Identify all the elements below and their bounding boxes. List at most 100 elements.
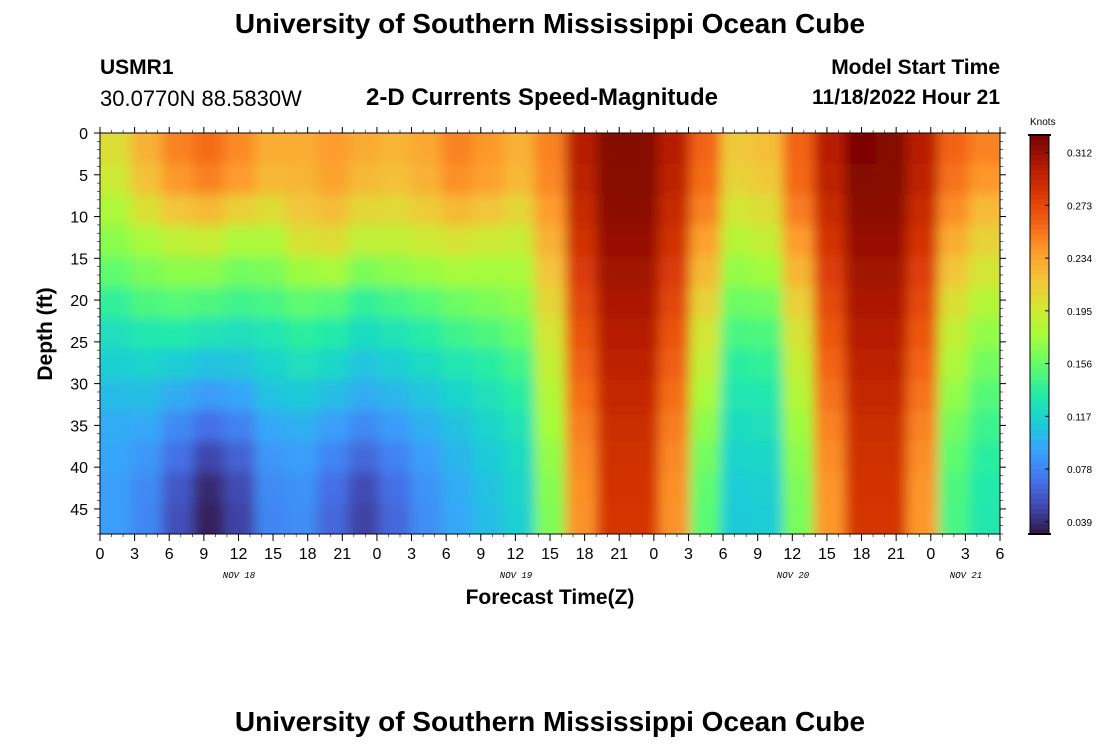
colorbar-segment bbox=[1030, 459, 1049, 465]
colorbar-segment bbox=[1030, 429, 1049, 435]
heatmap-cell bbox=[224, 318, 256, 350]
heatmap-cell bbox=[534, 441, 567, 473]
heatmap-cell bbox=[503, 194, 536, 227]
heatmap-cell bbox=[317, 503, 349, 534]
heatmap-cell bbox=[720, 379, 753, 412]
heatmap-cell bbox=[844, 348, 877, 381]
heatmap-cell bbox=[317, 379, 349, 412]
heatmap-cell bbox=[627, 503, 660, 534]
heatmap-cell bbox=[751, 410, 784, 443]
heatmap-cell bbox=[255, 441, 287, 473]
colorbar-segment bbox=[1030, 279, 1049, 286]
heatmap-cell bbox=[875, 503, 908, 534]
heatmap-cell bbox=[255, 133, 287, 165]
colorbar-segment bbox=[1030, 514, 1049, 520]
heatmap-cell bbox=[875, 410, 908, 443]
heatmap-cell bbox=[534, 194, 567, 227]
colorbar-segment bbox=[1030, 454, 1049, 460]
heatmap-cell bbox=[751, 133, 784, 165]
heatmap-cell bbox=[441, 225, 474, 257]
heatmap-cell bbox=[813, 163, 846, 196]
heatmap-cell bbox=[782, 348, 815, 381]
heatmap-cell bbox=[720, 163, 753, 196]
heatmap-cell bbox=[565, 379, 598, 412]
colorbar-segment bbox=[1030, 289, 1049, 296]
heatmap-cell bbox=[348, 441, 380, 473]
heatmap-cell bbox=[689, 225, 722, 257]
heatmap-cell bbox=[255, 348, 287, 381]
heatmap-cell bbox=[100, 133, 132, 165]
heatmap-cell bbox=[906, 348, 939, 381]
heatmap-cell bbox=[627, 194, 660, 227]
colorbar-segment bbox=[1030, 389, 1049, 396]
colorbar-segment bbox=[1030, 479, 1049, 485]
heatmap-cell bbox=[193, 348, 225, 381]
heatmap-cell bbox=[968, 287, 1000, 319]
x-tick-label: 18 bbox=[299, 546, 317, 563]
heatmap-cell bbox=[658, 472, 691, 504]
y-axis: 0 5 10 15 20 25 30 35 40 45 bbox=[70, 126, 1006, 535]
heatmap-cell bbox=[441, 133, 474, 165]
heatmap-cell bbox=[720, 441, 753, 473]
heatmap-cell bbox=[751, 194, 784, 227]
colorbar-segment bbox=[1030, 244, 1049, 251]
heatmap-cell bbox=[255, 225, 287, 257]
x-day-label: NOV 18 bbox=[223, 571, 256, 581]
colorbar-segment bbox=[1030, 274, 1049, 281]
colorbar-segment bbox=[1030, 344, 1049, 351]
heatmap-cell bbox=[937, 194, 970, 227]
heatmap-cell bbox=[472, 133, 505, 165]
heatmap-cell bbox=[968, 503, 1000, 534]
colorbar-segment bbox=[1030, 209, 1049, 216]
heatmap-cell bbox=[875, 256, 908, 288]
heatmap-cell bbox=[875, 133, 908, 165]
heatmap-cell bbox=[968, 163, 1000, 196]
heatmap-cell bbox=[255, 503, 287, 534]
heatmap-cell bbox=[813, 379, 846, 412]
heatmap-cell bbox=[627, 133, 660, 165]
heatmap-cell bbox=[100, 163, 132, 196]
heatmap-cell bbox=[286, 133, 318, 165]
heatmap-cell bbox=[410, 194, 442, 227]
x-tick-label: 21 bbox=[333, 546, 351, 563]
heatmap-cell bbox=[317, 225, 349, 257]
heatmap-cell bbox=[348, 287, 380, 319]
colorbar-segment bbox=[1030, 304, 1049, 311]
colorbar-segment bbox=[1030, 414, 1049, 420]
heatmap-cell bbox=[503, 163, 536, 196]
heatmap-cell bbox=[441, 441, 474, 473]
heatmap-cell bbox=[100, 441, 132, 473]
heatmap-cell bbox=[441, 379, 474, 412]
heatmap-cell bbox=[720, 410, 753, 443]
heatmap-cell bbox=[596, 410, 629, 443]
heatmap-cell bbox=[751, 256, 784, 288]
heatmap-cell bbox=[875, 163, 908, 196]
heatmap-cell bbox=[317, 163, 349, 196]
heatmap-cell bbox=[565, 133, 598, 165]
heatmap-cell bbox=[224, 287, 256, 319]
colorbar-tick-label: 0.156 bbox=[1067, 360, 1092, 371]
heatmap-cell bbox=[193, 287, 225, 319]
heatmap-cell bbox=[255, 379, 287, 412]
heatmap-cell bbox=[224, 379, 256, 412]
colorbar-segment bbox=[1030, 444, 1049, 450]
heatmap-cell bbox=[193, 318, 225, 350]
colorbar-segment bbox=[1030, 174, 1049, 181]
heatmap-cell bbox=[813, 410, 846, 443]
heatmap-cell bbox=[162, 287, 194, 319]
heatmap-cell bbox=[782, 256, 815, 288]
heatmap-cell bbox=[472, 318, 505, 350]
heatmap-cell bbox=[596, 472, 629, 504]
heatmap-cell bbox=[193, 441, 225, 473]
heatmap-cell bbox=[627, 318, 660, 350]
colorbar-segment bbox=[1030, 364, 1049, 371]
heatmap-cell bbox=[131, 503, 163, 534]
colorbar-segment bbox=[1030, 494, 1049, 500]
heatmap-cell bbox=[937, 379, 970, 412]
heatmap-cell bbox=[162, 503, 194, 534]
heatmap-cell bbox=[627, 410, 660, 443]
heatmap-cell bbox=[131, 379, 163, 412]
heatmap-cell bbox=[689, 410, 722, 443]
heatmap-cell bbox=[782, 163, 815, 196]
